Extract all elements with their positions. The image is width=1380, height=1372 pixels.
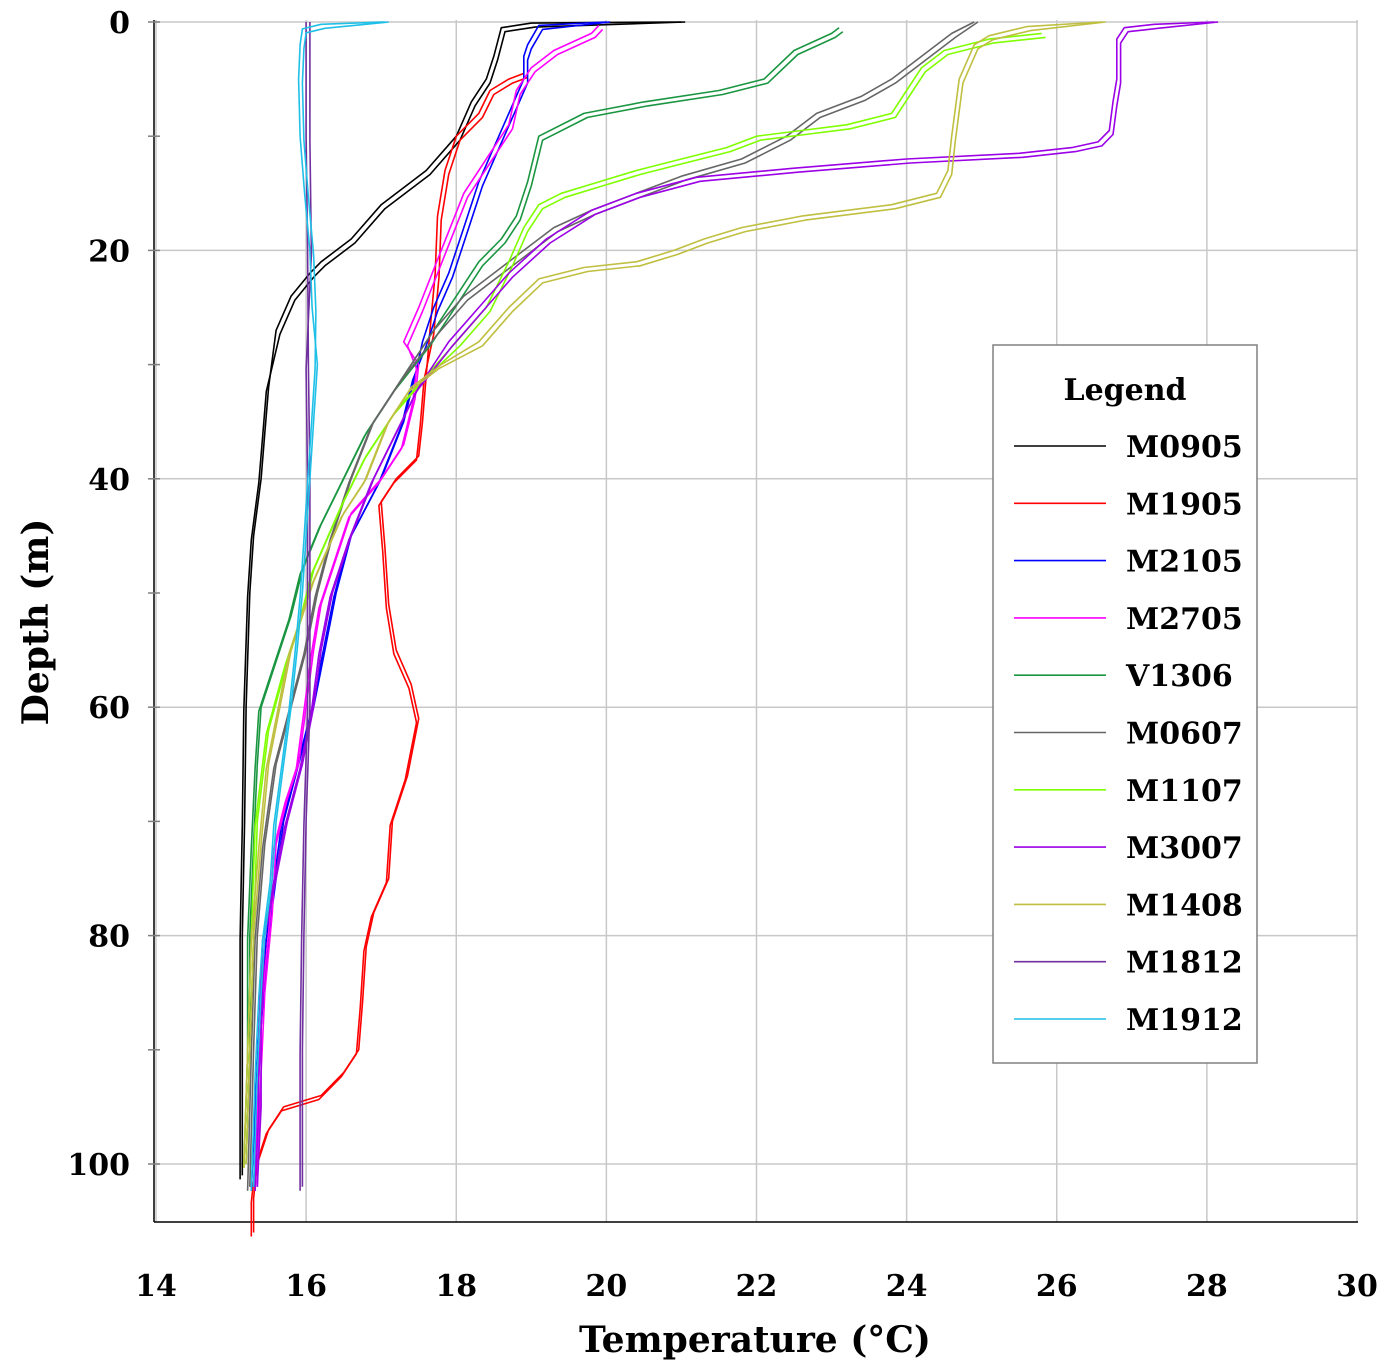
series-M1408 bbox=[243, 21, 1106, 1169]
x-tick-label: 28 bbox=[1186, 1269, 1228, 1304]
x-tick-label: 30 bbox=[1336, 1269, 1378, 1304]
legend-label-M1408: M1408 bbox=[1126, 888, 1243, 923]
series-line-M1408 bbox=[245, 21, 1102, 1165]
series-line-M0905 bbox=[241, 21, 682, 1176]
legend-label-M0905: M0905 bbox=[1126, 430, 1243, 465]
x-tick-label: 22 bbox=[736, 1269, 778, 1304]
x-tick-label: 16 bbox=[285, 1269, 327, 1304]
series-M0905 bbox=[239, 21, 686, 1180]
series-line-M1408 bbox=[243, 21, 1106, 1169]
legend-label-V1306: V1306 bbox=[1125, 659, 1233, 694]
y-tick-label: 60 bbox=[88, 691, 130, 726]
legend-title: Legend bbox=[1063, 373, 1186, 408]
series-line-M1107 bbox=[243, 36, 1046, 1169]
series-M1107 bbox=[243, 32, 1046, 1169]
x-tick-label: 24 bbox=[886, 1269, 928, 1304]
legend-label-M1812: M1812 bbox=[1126, 946, 1243, 981]
series-lines bbox=[239, 21, 1219, 1237]
x-tick-label: 18 bbox=[435, 1269, 477, 1304]
legend-box bbox=[992, 344, 1258, 1064]
y-tick-label: 100 bbox=[67, 1148, 130, 1183]
series-line-M0905 bbox=[239, 21, 686, 1180]
legend-label-M1905: M1905 bbox=[1126, 487, 1243, 522]
legend-label-M2105: M2105 bbox=[1126, 545, 1243, 580]
series-line-M0607 bbox=[246, 21, 979, 1191]
series-line-M1107 bbox=[245, 32, 1042, 1165]
series-line-M1912 bbox=[250, 21, 389, 1191]
legend-label-M0607: M0607 bbox=[1126, 717, 1243, 752]
y-tick-label: 40 bbox=[88, 463, 130, 498]
series-line-M1912 bbox=[252, 21, 385, 1187]
series-line-M0607 bbox=[249, 21, 975, 1187]
x-tick-label: 14 bbox=[135, 1269, 177, 1304]
y-axis-title: Depth (m) bbox=[15, 519, 57, 726]
legend-label-M1107: M1107 bbox=[1126, 774, 1243, 809]
series-line-M1905 bbox=[252, 72, 525, 1233]
x-tick-label: 20 bbox=[586, 1269, 628, 1304]
series-M1912 bbox=[250, 21, 389, 1191]
series-M2705 bbox=[254, 24, 604, 1191]
series-line-M1905 bbox=[250, 76, 528, 1237]
series-line-M2705 bbox=[254, 28, 604, 1191]
series-line-M3007 bbox=[254, 21, 1219, 1191]
legend: Legend M0905 M1905 M2105 M2705 V1306 M0607 M11… bbox=[992, 344, 1258, 1064]
series-line-M3007 bbox=[256, 21, 1215, 1187]
legend-label-M2705: M2705 bbox=[1126, 602, 1243, 637]
y-tick-labels: 0 20 40 60 80 100 bbox=[67, 6, 130, 1183]
x-tick-labels: 14 16 18 20 22 24 26 28 30 bbox=[135, 1269, 1378, 1304]
series-M1905 bbox=[250, 72, 528, 1237]
legend-label-M1912: M1912 bbox=[1126, 1003, 1243, 1038]
axes bbox=[148, 20, 1358, 1223]
legend-label-M3007: M3007 bbox=[1126, 831, 1243, 866]
y-tick-label: 0 bbox=[109, 6, 130, 41]
y-tick-label: 80 bbox=[88, 920, 130, 955]
series-M3007 bbox=[254, 21, 1219, 1191]
x-axis-title: Temperature (°C) bbox=[579, 1319, 931, 1361]
y-tick-label: 20 bbox=[88, 234, 130, 269]
legend-items: M0905 M1905 M2105 M2705 V1306 M0607 M1107 M3007… bbox=[1014, 430, 1243, 1038]
series-line-V1306 bbox=[243, 31, 844, 1169]
series-M0607 bbox=[246, 21, 979, 1191]
x-tick-label: 26 bbox=[1036, 1269, 1078, 1304]
series-line-M2705 bbox=[256, 24, 600, 1187]
